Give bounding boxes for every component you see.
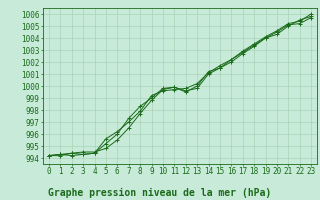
Text: Graphe pression niveau de la mer (hPa): Graphe pression niveau de la mer (hPa)	[48, 188, 272, 198]
